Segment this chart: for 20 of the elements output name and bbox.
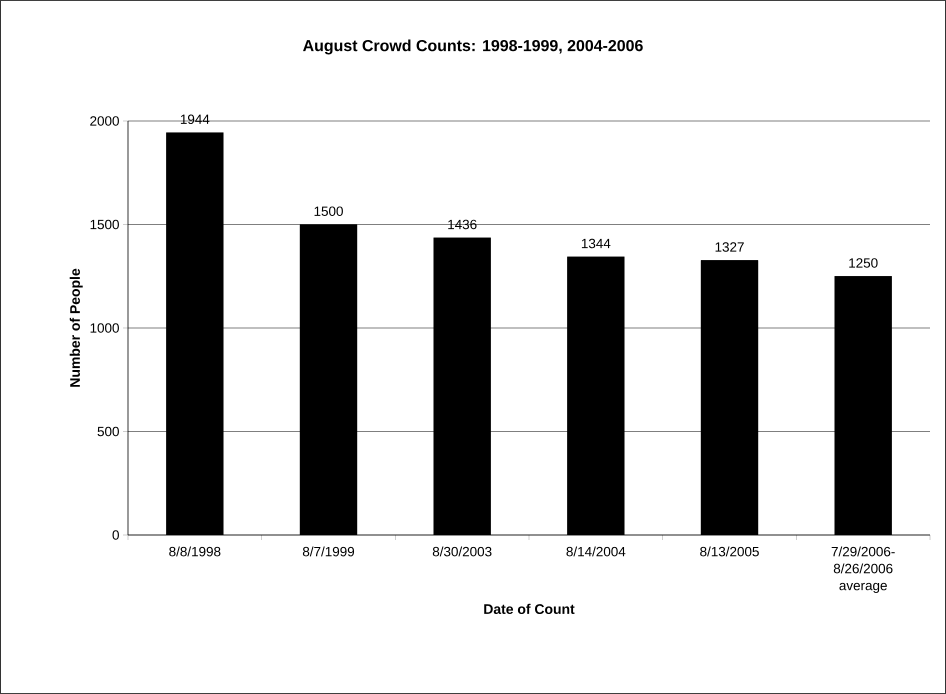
y-tick-label: 500 [98, 426, 119, 436]
x-tick-label: 7/29/2006-8/26/2006 average [832, 546, 895, 593]
x-axis-title: Date of Count [484, 604, 575, 614]
x-tick-label: 8/30/2003 [432, 546, 492, 556]
y-tick-label: 1000 [90, 323, 119, 333]
x-tick-label: 8/8/1998 [169, 546, 220, 556]
chart-title: August Crowd Counts: 1998-1999, 2004-2006 [303, 40, 643, 54]
data-label: 1500 [314, 206, 343, 216]
data-label: 1250 [849, 258, 878, 268]
data-label: 1944 [180, 114, 210, 124]
x-tick-label: 8/13/2005 [700, 546, 759, 556]
y-axis-title: Number of People [70, 268, 83, 387]
x-tick-label: 8/7/1999 [302, 546, 354, 556]
y-tick-label: 1500 [90, 220, 119, 230]
data-label: 1344 [582, 238, 610, 248]
data-label: 1436 [448, 220, 477, 230]
data-label: 1327 [716, 242, 744, 252]
x-tick-label: 8/14/2004 [566, 546, 626, 556]
y-tick-label: 0 [112, 530, 119, 540]
y-tick-label: 2000 [90, 116, 119, 126]
